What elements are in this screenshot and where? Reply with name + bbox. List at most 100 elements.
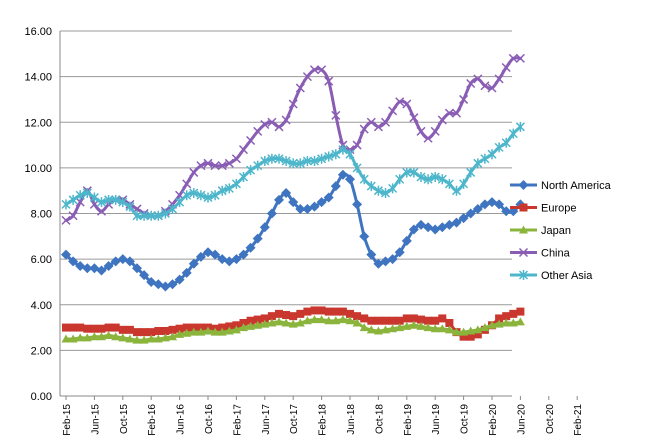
data-point-china bbox=[487, 83, 497, 93]
data-point-other-asia bbox=[160, 208, 170, 219]
series-other-asia bbox=[61, 121, 525, 221]
data-point-japan bbox=[175, 329, 185, 338]
data-point-china bbox=[331, 110, 341, 120]
data-point-other-asia bbox=[61, 199, 71, 210]
data-point-china bbox=[210, 161, 220, 171]
data-point-other-asia bbox=[309, 156, 320, 167]
data-point-other-asia bbox=[139, 210, 149, 221]
data-point-japan bbox=[444, 325, 454, 334]
data-point-japan bbox=[373, 326, 383, 335]
data-point-japan bbox=[281, 318, 291, 327]
data-point-china bbox=[288, 99, 298, 109]
legend-label: China bbox=[541, 248, 571, 260]
data-point-other-asia bbox=[82, 187, 92, 198]
data-point-north-america bbox=[238, 249, 249, 260]
data-point-china bbox=[416, 126, 426, 136]
data-point-japan bbox=[409, 320, 419, 329]
x-tick-label: Oct-16 bbox=[204, 404, 215, 434]
data-point-north-america bbox=[231, 254, 242, 265]
legend-marker bbox=[519, 203, 528, 212]
data-point-other-asia bbox=[402, 167, 412, 178]
data-point-china bbox=[352, 140, 362, 150]
data-point-japan bbox=[388, 324, 398, 333]
data-point-japan bbox=[352, 318, 362, 327]
data-point-europe bbox=[97, 324, 106, 333]
data-point-other-asia bbox=[515, 121, 525, 132]
data-point-other-asia bbox=[508, 128, 518, 139]
data-point-europe bbox=[402, 314, 411, 323]
y-tick-label: 16.00 bbox=[24, 26, 52, 38]
data-point-other-asia bbox=[373, 185, 383, 196]
data-point-other-asia bbox=[466, 167, 476, 178]
data-point-north-america bbox=[181, 267, 192, 278]
data-point-china bbox=[267, 117, 277, 127]
x-tick-label: Oct-20 bbox=[545, 404, 556, 434]
data-point-other-asia bbox=[331, 149, 341, 160]
data-point-china bbox=[317, 65, 327, 75]
data-point-europe bbox=[282, 311, 291, 320]
data-point-other-asia bbox=[217, 185, 227, 196]
data-point-china bbox=[451, 108, 462, 118]
data-point-japan bbox=[89, 332, 99, 341]
data-point-other-asia bbox=[238, 172, 249, 182]
data-point-japan bbox=[97, 332, 106, 341]
data-point-other-asia bbox=[366, 181, 376, 192]
data-point-north-america bbox=[96, 265, 107, 276]
x-tick-label: Oct-19 bbox=[460, 404, 471, 434]
data-point-north-america bbox=[295, 203, 306, 214]
data-point-japan bbox=[338, 315, 348, 324]
data-point-china bbox=[515, 53, 525, 63]
data-point-other-asia bbox=[288, 158, 298, 169]
data-point-north-america bbox=[174, 274, 185, 285]
x-tick-label: Jun-19 bbox=[431, 404, 442, 435]
data-point-china bbox=[96, 206, 107, 216]
data-point-china bbox=[366, 117, 376, 127]
data-point-japan bbox=[466, 326, 476, 335]
data-point-china bbox=[281, 115, 291, 125]
data-point-japan bbox=[224, 326, 234, 335]
data-point-china bbox=[459, 94, 469, 104]
data-point-other-asia bbox=[494, 142, 504, 153]
data-point-japan bbox=[487, 320, 497, 329]
data-point-europe bbox=[168, 325, 177, 334]
x-tick-label: Feb-16 bbox=[147, 404, 158, 436]
data-point-north-america bbox=[288, 197, 299, 208]
data-point-other-asia bbox=[153, 210, 163, 221]
data-point-other-asia bbox=[473, 158, 483, 169]
data-point-other-asia bbox=[281, 156, 291, 167]
data-point-china bbox=[395, 97, 405, 107]
data-point-japan bbox=[182, 328, 192, 337]
data-point-europe bbox=[225, 322, 234, 331]
data-point-north-america bbox=[210, 249, 221, 260]
data-point-japan bbox=[267, 318, 277, 327]
data-point-china bbox=[231, 154, 241, 164]
data-point-other-asia bbox=[487, 149, 497, 160]
data-point-other-asia bbox=[437, 174, 447, 185]
data-point-north-america bbox=[281, 187, 292, 198]
legend-item-china: China bbox=[510, 248, 571, 260]
series-japan bbox=[61, 315, 525, 344]
data-point-north-america bbox=[501, 206, 512, 217]
legend-marker bbox=[518, 270, 529, 280]
data-point-japan bbox=[160, 333, 170, 342]
data-point-europe bbox=[353, 312, 362, 321]
data-point-japan bbox=[345, 316, 355, 325]
data-point-china bbox=[274, 122, 284, 132]
data-point-europe bbox=[431, 316, 440, 325]
data-point-other-asia bbox=[175, 197, 185, 208]
data-point-china bbox=[480, 81, 490, 91]
data-point-europe bbox=[289, 312, 298, 321]
data-point-other-asia bbox=[409, 167, 419, 178]
data-point-europe bbox=[473, 330, 482, 339]
data-point-europe bbox=[495, 314, 504, 323]
data-point-china bbox=[253, 126, 263, 136]
data-point-japan bbox=[139, 335, 149, 344]
data-point-europe bbox=[182, 323, 191, 332]
data-point-china bbox=[437, 115, 447, 125]
data-point-japan bbox=[515, 317, 525, 326]
data-point-europe bbox=[346, 309, 354, 318]
data-point-other-asia bbox=[260, 156, 270, 167]
data-point-china bbox=[182, 179, 192, 189]
data-point-north-america bbox=[359, 231, 370, 242]
data-point-japan bbox=[402, 321, 412, 330]
